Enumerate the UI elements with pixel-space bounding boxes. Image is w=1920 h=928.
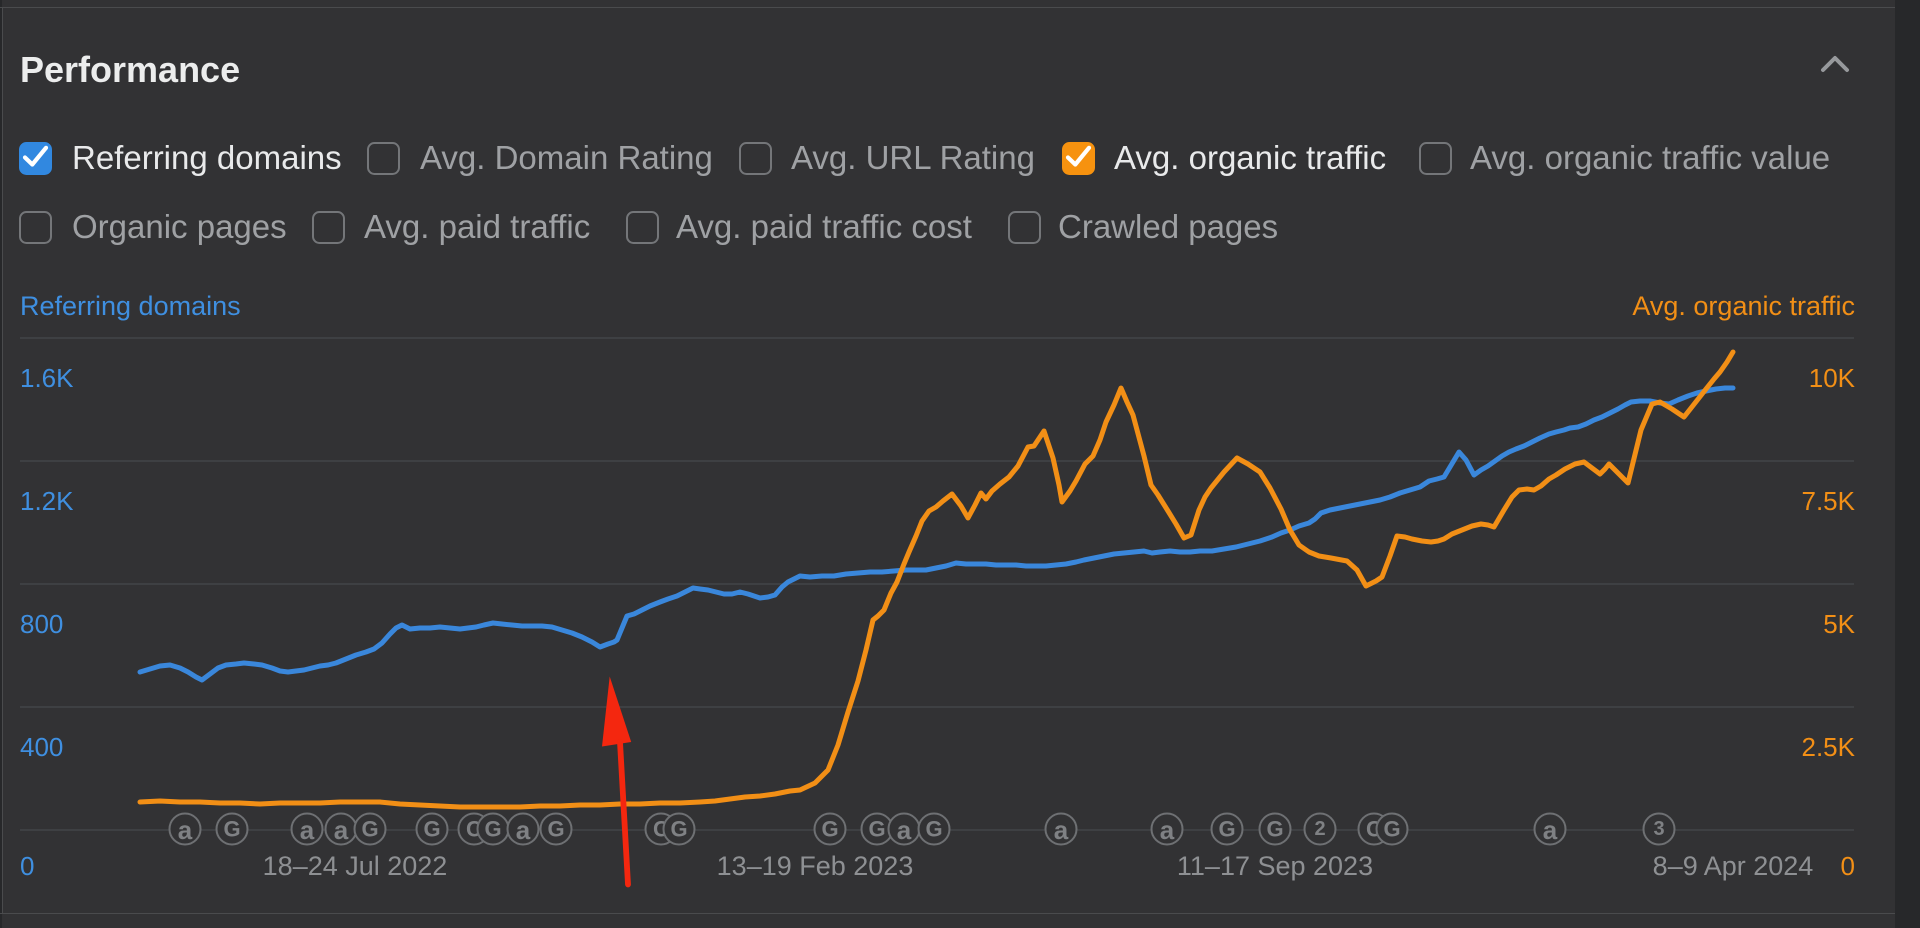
svg-text:G: G	[925, 817, 942, 842]
svg-text:3: 3	[1653, 818, 1664, 840]
svg-text:2: 2	[1314, 818, 1325, 840]
svg-text:a: a	[1054, 815, 1069, 845]
svg-text:G: G	[223, 817, 240, 842]
svg-text:G: G	[484, 817, 501, 842]
svg-text:G: G	[1266, 817, 1283, 842]
svg-text:a: a	[1160, 815, 1175, 845]
svg-text:a: a	[1543, 815, 1558, 845]
svg-text:a: a	[178, 815, 193, 845]
svg-text:G: G	[361, 817, 378, 842]
svg-text:G: G	[547, 817, 564, 842]
svg-text:G: G	[868, 817, 885, 842]
svg-text:G: G	[821, 817, 838, 842]
svg-text:a: a	[516, 815, 531, 845]
svg-text:G: G	[1218, 817, 1235, 842]
svg-text:a: a	[300, 815, 315, 845]
svg-text:G: G	[423, 817, 440, 842]
svg-text:G: G	[1383, 817, 1400, 842]
svg-text:a: a	[334, 815, 349, 845]
svg-text:a: a	[897, 815, 912, 845]
svg-text:G: G	[670, 817, 687, 842]
